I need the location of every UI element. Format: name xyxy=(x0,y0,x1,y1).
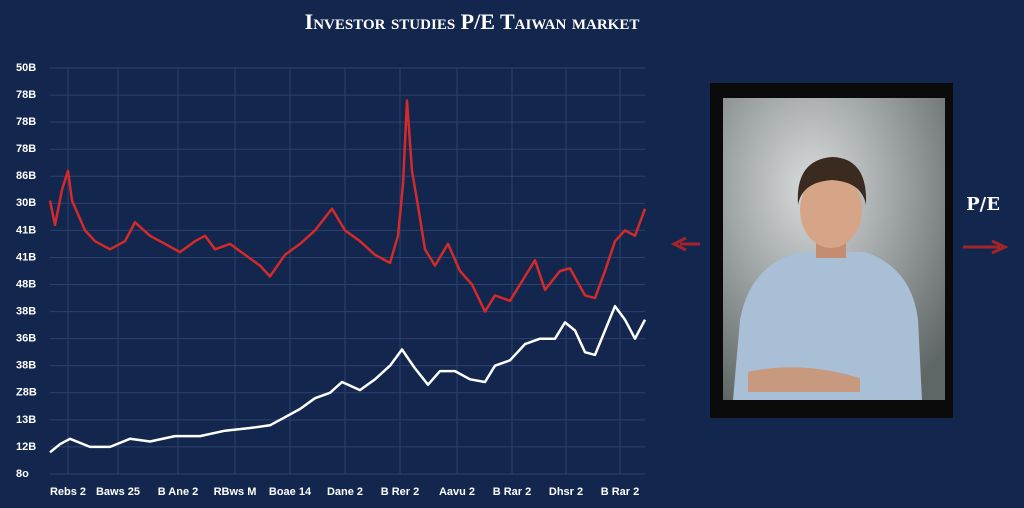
y-tick-label: 50B xyxy=(16,62,36,74)
y-tick-label: 38B xyxy=(16,306,36,318)
y-tick-label: 78B xyxy=(16,89,36,101)
y-tick-label: Z8B xyxy=(16,387,37,399)
x-tick-label: Dane 2 xyxy=(327,486,363,498)
x-tick-label: Baws 25 xyxy=(96,486,140,498)
y-tick-label: 86B xyxy=(16,170,36,182)
arrow-left xyxy=(670,236,700,252)
series-line xyxy=(48,99,647,313)
x-tick-label: B Rar 2 xyxy=(493,486,532,498)
x-tick-label: B Rar 2 xyxy=(601,486,640,498)
y-tick-label: 78B xyxy=(16,143,36,155)
y-tick-label: 38B xyxy=(16,360,36,372)
x-tick-label: B Rer 2 xyxy=(381,486,420,498)
y-tick-label: 48B xyxy=(16,278,36,290)
photo xyxy=(710,83,953,418)
x-tick-label: Boae 14 xyxy=(269,486,312,498)
y-tick-label: 12B xyxy=(16,441,36,453)
y-tick-label: 8o xyxy=(16,468,29,480)
x-tick-label: B Ane 2 xyxy=(158,486,199,498)
y-tick-label: 41B xyxy=(16,251,36,263)
x-tick-label: Rebs 2 xyxy=(50,486,86,498)
y-tick-label: 78B xyxy=(16,116,36,128)
x-tick-label: Aavu 2 xyxy=(439,486,475,498)
side-label: P/E xyxy=(966,194,1000,215)
y-tick-label: 30B xyxy=(16,197,36,209)
y-tick-label: 13B xyxy=(16,414,36,426)
x-tick-label: Dhsr 2 xyxy=(549,486,583,498)
chart-title: Investor studies P/E Taiwan market xyxy=(305,9,640,34)
x-tick-label: RBws M xyxy=(214,486,257,498)
arrow-right xyxy=(963,239,1009,255)
series-line xyxy=(49,304,647,454)
y-tick-label: 36B xyxy=(16,333,36,345)
y-tick-label: 41B xyxy=(16,224,36,236)
